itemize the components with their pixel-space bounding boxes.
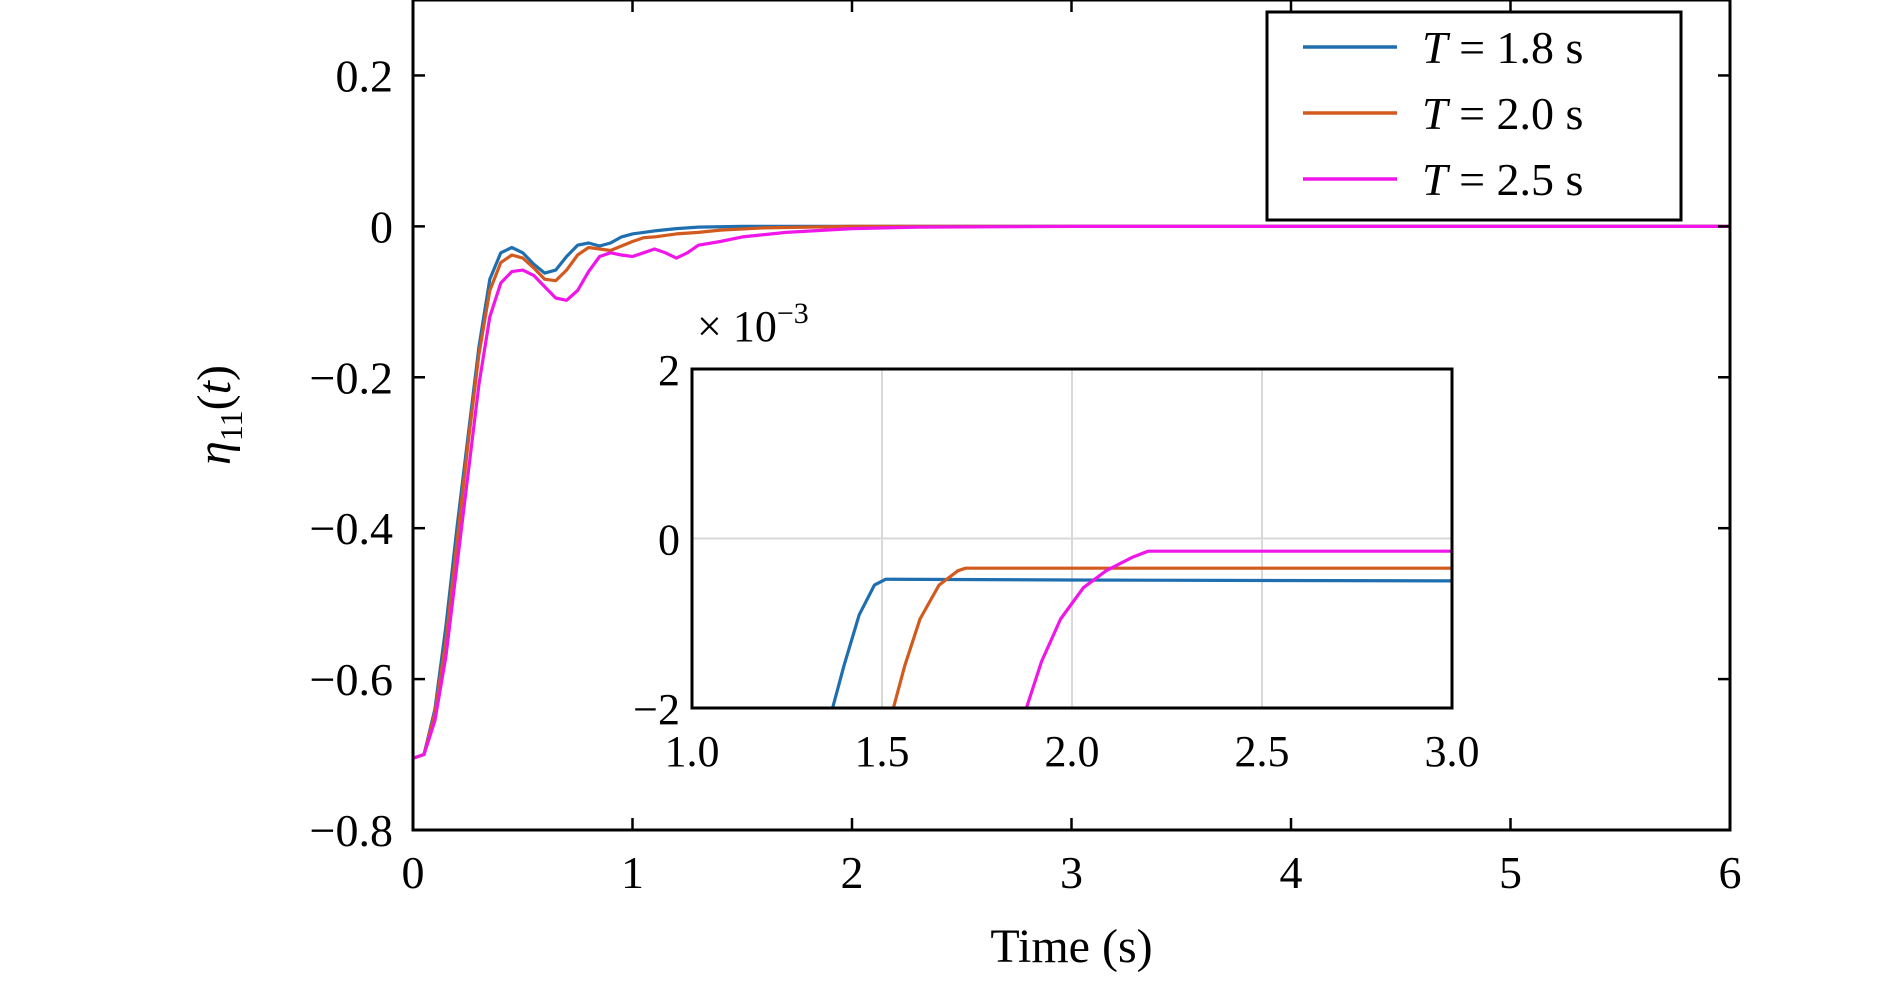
series-line-2 [413, 224, 1730, 760]
y-axis-subscript: 11 [213, 410, 249, 441]
x-tick-label: 0 [402, 847, 425, 898]
legend-var: T [1422, 154, 1451, 205]
x-tick-label: 2 [841, 847, 864, 898]
y-axis-symbol: η [188, 441, 241, 465]
y-axis-paren-open: ( [188, 394, 241, 410]
series-line-1 [413, 224, 1730, 760]
inset-x-tick-label: 2.5 [1235, 727, 1290, 776]
y-tick-label: −0.4 [310, 503, 393, 554]
x-tick-label: 4 [1280, 847, 1303, 898]
legend-var: T [1422, 22, 1451, 73]
inset-x-tick-label: 1.0 [665, 727, 720, 776]
inset-series-line-1 [891, 566, 1452, 708]
legend-label-0: T = 1.8 s [1422, 22, 1583, 73]
x-tick-label: 5 [1499, 847, 1522, 898]
inset-y-tick-label: 2 [658, 346, 680, 395]
main-plot: 0 1 2 3 4 5 6 −0.8 −0.6 −0.4 −0.2 0 0.2 Time (s) η11(t… [188, 0, 1742, 973]
x-axis-title: Time (s) [990, 920, 1152, 973]
y-tick-label: −0.2 [310, 352, 393, 403]
y-tick-label: −0.6 [310, 654, 393, 705]
x-tick-label: 1 [621, 847, 644, 898]
x-tick-label: 6 [1719, 847, 1742, 898]
inset-multiplier-base: × 10 [697, 302, 777, 351]
legend: T = 1.8 sT = 2.0 sT = 2.5 s [1265, 10, 1683, 222]
inset-series-line-0 [831, 577, 1452, 708]
y-axis-title: η11(t) [188, 365, 249, 465]
inset-y-tick-label: −2 [633, 685, 680, 734]
inset-frame [690, 367, 1454, 710]
y-tick-label: 0 [370, 201, 393, 252]
y-axis-paren-close: ) [188, 365, 241, 381]
legend-label-1: T = 2.0 s [1422, 88, 1583, 139]
inset-x-tick-label: 2.0 [1045, 727, 1100, 776]
y-axis-arg-var: t [188, 379, 241, 394]
inset-x-tick-label: 1.5 [855, 727, 910, 776]
inset-y-tick-label: 0 [658, 516, 680, 565]
y-tick-label: −0.8 [310, 805, 393, 856]
legend-var: T [1422, 88, 1451, 139]
y-tick-label: 0.2 [336, 50, 394, 101]
inset-series-line-2 [1024, 549, 1452, 708]
inset-x-tick-label: 3.0 [1425, 727, 1480, 776]
legend-rest: = 1.8 s [1448, 22, 1584, 73]
inset-plot: 1.0 1.5 2.0 2.5 3.0 −2 0 2 × 10−3 [633, 297, 1479, 776]
legend-label-2: T = 2.5 s [1422, 154, 1583, 205]
legend-rest: = 2.0 s [1448, 88, 1584, 139]
x-tick-label: 3 [1060, 847, 1083, 898]
inset-multiplier-label: × 10−3 [697, 297, 809, 351]
inset-multiplier-exponent: −3 [777, 297, 809, 330]
legend-rest: = 2.5 s [1448, 154, 1584, 205]
